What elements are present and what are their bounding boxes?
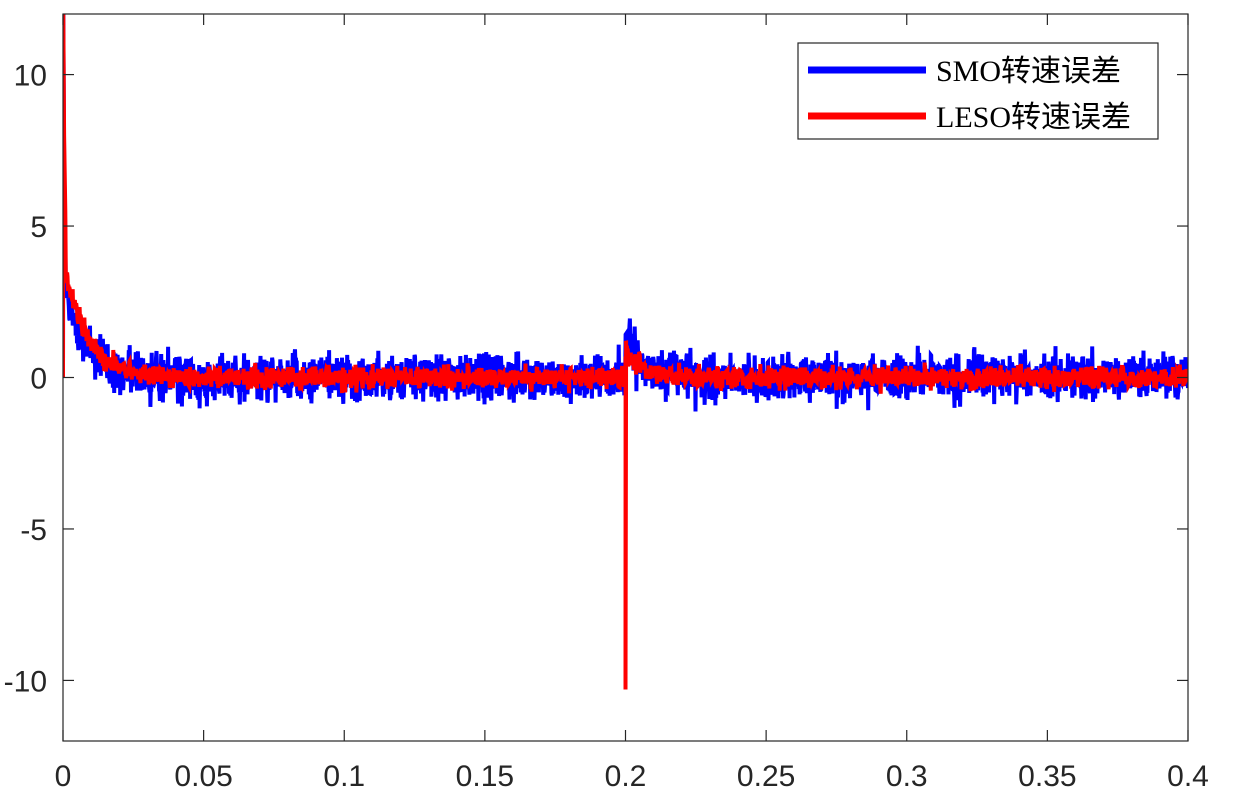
y-tick-label: 5 bbox=[30, 211, 47, 244]
tick-layer: 0 0.05 0.1 0.15 0.2 0.25 0.3 0.35 0.4 -10 -5 0 5 10 bbox=[4, 14, 1209, 793]
x-tick-label: 0.1 bbox=[323, 760, 365, 793]
x-tick-label: 0.35 bbox=[1018, 760, 1076, 793]
y-tick-label: -10 bbox=[4, 665, 47, 698]
series-line-leso bbox=[63, 14, 1188, 690]
legend-label-smo: SMO转速误差 bbox=[936, 55, 1121, 88]
y-tick-label: 0 bbox=[30, 363, 47, 396]
x-tick-label: 0.2 bbox=[605, 760, 647, 793]
legend: SMO转速误差 LESO转速误差 bbox=[797, 42, 1159, 140]
y-tick-label: -5 bbox=[20, 514, 47, 547]
legend-label-leso: LESO转速误差 bbox=[936, 101, 1131, 134]
x-tick-label: 0.15 bbox=[456, 760, 514, 793]
series-layer bbox=[63, 14, 1188, 690]
x-tick-label: 0 bbox=[55, 760, 72, 793]
x-tick-label: 0.05 bbox=[174, 760, 232, 793]
x-tick-label: 0.4 bbox=[1167, 760, 1209, 793]
legend-box bbox=[797, 42, 1159, 140]
x-tick-label: 0.3 bbox=[886, 760, 928, 793]
y-tick-label: 10 bbox=[14, 60, 47, 93]
x-tick-label: 0.25 bbox=[737, 760, 795, 793]
